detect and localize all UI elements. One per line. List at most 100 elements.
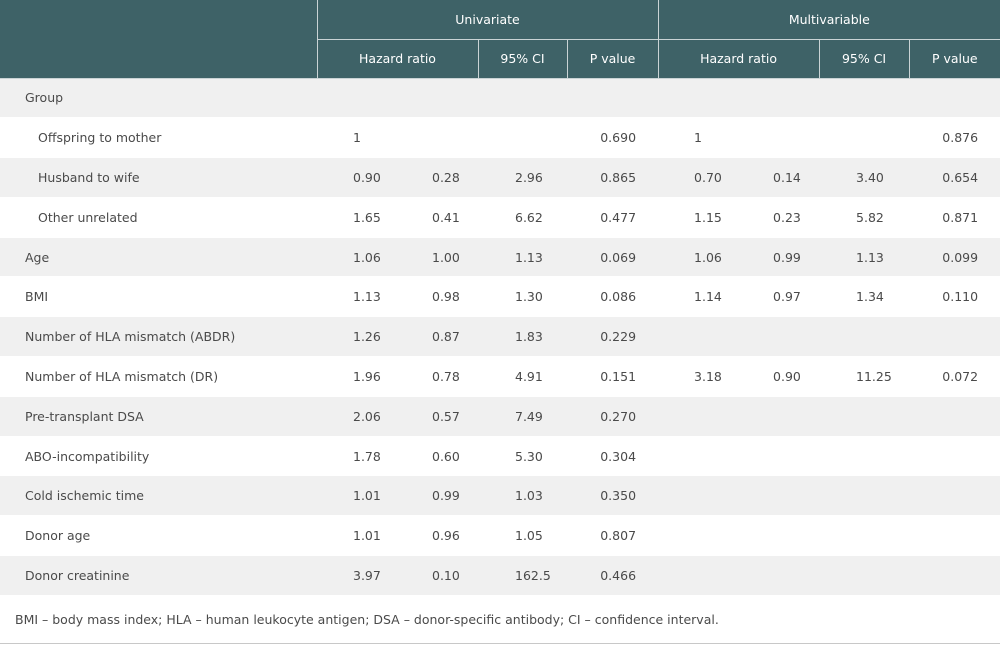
table-cell	[738, 475, 820, 517]
table-cell	[738, 78, 820, 119]
table-cell: 0.690	[567, 117, 659, 159]
table-cell: 0.110	[909, 276, 1000, 318]
row-label: Husband to wife	[0, 157, 317, 198]
table-cell: 1.26	[317, 316, 397, 358]
header-uni-hazard-ratio: Hazard ratio	[316, 39, 479, 79]
table-cell	[909, 396, 1000, 437]
table-cell: 1.06	[317, 237, 397, 278]
table-cell	[819, 316, 910, 358]
table-row: Pre-transplant DSA 2.06 0.57 7.49 0.270	[0, 396, 1000, 437]
table-cell: 0.086	[567, 276, 659, 318]
table-cell: 0.87	[397, 316, 478, 358]
table-cell: 0.654	[909, 157, 1000, 198]
table-cell: 3.18	[658, 356, 739, 397]
table-cell	[658, 475, 739, 517]
table-row: Number of HLA mismatch (DR) 1.96 0.78 4.91 0…	[0, 356, 1000, 397]
table-cell: 0.865	[567, 157, 659, 198]
table-row: Cold ischemic time 1.01 0.99 1.03 0.350	[0, 475, 1000, 517]
table-row: Age 1.06 1.00 1.13 0.069 1.06 0.99 1.13 0.099	[0, 237, 1000, 278]
table-cell: 1.30	[478, 276, 567, 318]
header-uni-p-value: P value	[566, 39, 659, 79]
table-row: Donor creatinine 3.97 0.10 162.5 0.466	[0, 555, 1000, 596]
table-cell	[909, 78, 1000, 119]
row-label: BMI	[0, 276, 317, 318]
table-body: Group Offspring to mother 1 0.690 1 0.876 Husb…	[0, 78, 1000, 596]
table-cell	[909, 316, 1000, 358]
results-table: Univariate Multivariable Hazard ratio 95…	[0, 0, 1000, 596]
table-cell	[819, 396, 910, 437]
table-header: Univariate Multivariable Hazard ratio 95…	[0, 0, 1000, 79]
table-cell: 1.78	[317, 436, 397, 477]
table-cell: 5.30	[478, 436, 567, 477]
table-footnote: BMI – body mass index; HLA – human leuko…	[15, 612, 719, 627]
table-cell	[909, 475, 1000, 517]
table-cell	[478, 78, 567, 119]
row-label: Group	[0, 78, 317, 119]
table-cell: 1.00	[397, 237, 478, 278]
table-cell	[397, 117, 478, 159]
table-cell: 0.99	[738, 237, 820, 278]
table-cell: 0.97	[738, 276, 820, 318]
table-cell	[738, 555, 820, 596]
table-cell: 1.06	[658, 237, 739, 278]
table-cell: 11.25	[819, 356, 910, 397]
table-cell: 0.229	[567, 316, 659, 358]
header-uni-ci: 95% CI	[477, 39, 568, 79]
table-cell	[397, 78, 478, 119]
table-cell: 0.477	[567, 197, 659, 238]
table-cell: 0.23	[738, 197, 820, 238]
table-cell: 162.5	[478, 555, 567, 596]
table-cell	[819, 475, 910, 517]
table-cell: 1.13	[478, 237, 567, 278]
table-cell	[819, 515, 910, 557]
table-cell: 1.01	[317, 475, 397, 517]
row-label: Donor creatinine	[0, 555, 317, 596]
table-cell: 6.62	[478, 197, 567, 238]
table-cell: 0.90	[317, 157, 397, 198]
table-cell: 1.13	[317, 276, 397, 318]
table-cell: 1.15	[658, 197, 739, 238]
table-cell: 0.90	[738, 356, 820, 397]
row-label: Number of HLA mismatch (ABDR)	[0, 316, 317, 358]
table-cell: 1	[317, 117, 397, 159]
table-cell: 0.466	[567, 555, 659, 596]
table-cell: 0.41	[397, 197, 478, 238]
table-cell: 0.072	[909, 356, 1000, 397]
table-cell: 0.78	[397, 356, 478, 397]
table-cell	[658, 515, 739, 557]
table-cell: 3.40	[819, 157, 910, 198]
table-cell: 1.14	[658, 276, 739, 318]
table-cell	[819, 555, 910, 596]
table-cell: 0.151	[567, 356, 659, 397]
table-cell: 0.57	[397, 396, 478, 437]
row-label: Other unrelated	[0, 197, 317, 238]
table-cell: 1.13	[819, 237, 910, 278]
table-cell: 0.96	[397, 515, 478, 557]
table-cell: 1.34	[819, 276, 910, 318]
table-cell: 0.99	[397, 475, 478, 517]
table-cell: 0.270	[567, 396, 659, 437]
table-cell: 1	[658, 117, 739, 159]
row-label: Age	[0, 237, 317, 278]
table-cell	[658, 396, 739, 437]
table-cell	[819, 78, 910, 119]
table-cell	[738, 316, 820, 358]
table-cell: 1.03	[478, 475, 567, 517]
table-cell: 0.28	[397, 157, 478, 198]
table-cell	[738, 515, 820, 557]
table-cell	[819, 436, 910, 477]
table-cell: 0.876	[909, 117, 1000, 159]
table-row: ABO-incompatibility 1.78 0.60 5.30 0.304	[0, 436, 1000, 477]
row-label: Pre-transplant DSA	[0, 396, 317, 437]
table-cell: 0.60	[397, 436, 478, 477]
table-cell: 2.96	[478, 157, 567, 198]
table-cell: 0.069	[567, 237, 659, 278]
table-cell: 0.70	[658, 157, 739, 198]
table-cell	[478, 117, 567, 159]
table-row: Other unrelated 1.65 0.41 6.62 0.477 1.15 0.23…	[0, 197, 1000, 238]
table-cell: 1.05	[478, 515, 567, 557]
table-cell: 0.98	[397, 276, 478, 318]
table-cell	[658, 78, 739, 119]
table-cell: 3.97	[317, 555, 397, 596]
row-label: ABO-incompatibility	[0, 436, 317, 477]
